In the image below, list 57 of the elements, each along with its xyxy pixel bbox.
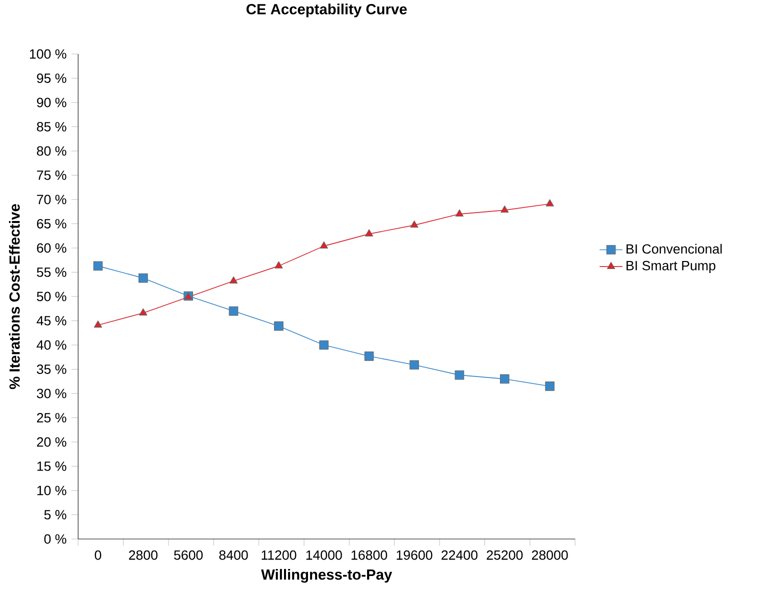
x-tick-label: 16800 — [352, 550, 388, 560]
point — [94, 320, 102, 328]
point — [500, 374, 510, 384]
y-tick-label: 90 % — [36, 98, 66, 108]
y-tick-label: 10 % — [37, 486, 66, 496]
y-tick-label: 35 % — [36, 364, 66, 374]
y-tick-label: 5 % — [44, 510, 66, 520]
chart-title: CE Acceptability Curve — [246, 4, 407, 18]
y-tick-label: 20 % — [37, 437, 66, 447]
x-tick-label: 5600 — [174, 550, 203, 560]
y-tick-label: 70 % — [37, 194, 66, 204]
y-tick-label: 85 % — [36, 122, 66, 132]
y-tick-label: 80 % — [36, 146, 66, 156]
point — [545, 382, 554, 391]
y-tick-label: 40 % — [36, 340, 66, 350]
y-tick-label: 25 % — [37, 413, 66, 422]
y-tick-label: 100 % — [30, 49, 66, 59]
y-tick-label: 55 % — [36, 268, 66, 277]
x-tick-label: 19600 — [396, 550, 432, 560]
x-tick-label: 0 — [94, 550, 102, 560]
point — [364, 351, 374, 361]
x-tick-label: 22400 — [442, 550, 478, 560]
y-tick-label: 30 % — [36, 388, 66, 398]
x-tick-label: 11200 — [262, 550, 296, 560]
y-axis-title: % Iterations Cost-Effective — [9, 204, 20, 390]
y-tick-label: 75 % — [37, 170, 66, 180]
legend-label: BI Smart Pump — [626, 260, 716, 273]
point — [454, 370, 464, 380]
point — [320, 241, 328, 249]
point — [93, 261, 103, 271]
point — [138, 273, 148, 283]
x-tick-label: 28000 — [532, 550, 568, 560]
x-tick-label: 8400 — [219, 550, 248, 560]
x-tick-label: 2800 — [129, 550, 158, 560]
x-axis-title: Willingness-to-Pay — [261, 568, 392, 583]
point — [455, 209, 464, 217]
point — [365, 229, 374, 236]
x-tick-label: 25200 — [486, 550, 523, 560]
point — [274, 261, 283, 268]
y-tick-label: 50 % — [36, 292, 66, 302]
y-tick-label: 65 % — [37, 219, 66, 228]
y-tick-label: 15 % — [37, 462, 66, 471]
y-tick-label: 95 % — [36, 74, 66, 83]
y-tick-label: 0 % — [44, 534, 66, 544]
y-tick-label: 45 % — [36, 316, 66, 326]
point — [229, 276, 238, 284]
point — [410, 360, 419, 370]
x-tick-label: 14000 — [306, 550, 342, 560]
legend-label: BI Convencional — [626, 244, 722, 254]
point — [319, 340, 329, 350]
y-tick-label: 60 % — [37, 243, 66, 253]
point — [546, 199, 554, 206]
point — [274, 321, 284, 331]
point — [410, 220, 418, 228]
point — [228, 306, 238, 316]
point — [500, 206, 509, 213]
point — [139, 308, 148, 316]
